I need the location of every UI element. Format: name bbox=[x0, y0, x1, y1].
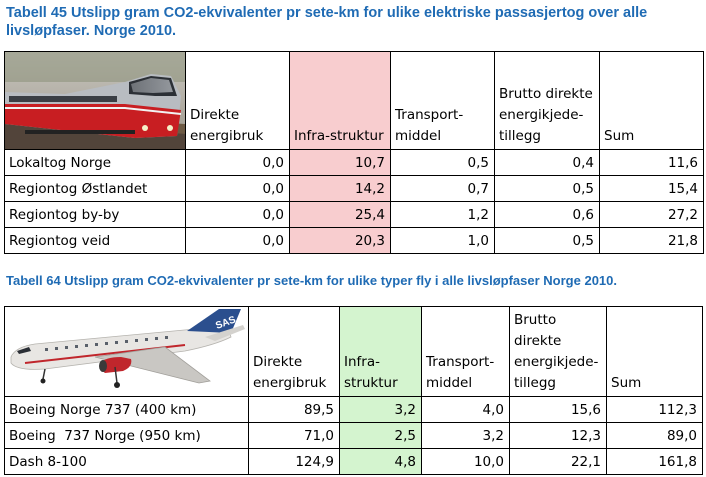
cell-energy-chain: 0,5 bbox=[494, 227, 600, 254]
cell-sum: 89,0 bbox=[606, 422, 703, 449]
cell-energy-chain: 15,6 bbox=[509, 396, 607, 423]
cell-energy-chain: 0,6 bbox=[494, 201, 600, 228]
table-row: Regiontog Østlandet 0,0 14,2 0,7 0,5 15,… bbox=[4, 175, 704, 202]
cell-vehicle: 0,5 bbox=[390, 149, 495, 176]
row-label: Boeing 737 Norge (950 km) bbox=[4, 422, 249, 449]
cell-sum: 27,2 bbox=[599, 201, 704, 228]
cell-direct-energy: 0,0 bbox=[185, 227, 290, 254]
cell-vehicle: 1,2 bbox=[390, 201, 495, 228]
cell-sum: 11,6 bbox=[599, 149, 704, 176]
cell-vehicle: 4,0 bbox=[421, 396, 510, 423]
train-emissions-table: Direkte energibruk Infra-struktur Transp… bbox=[4, 51, 704, 254]
cell-vehicle: 0,7 bbox=[390, 175, 495, 202]
column-header-sum: Sum bbox=[599, 51, 704, 150]
column-header-vehicle: Transport-middel bbox=[390, 51, 495, 150]
cell-direct-energy: 89,5 bbox=[248, 396, 340, 423]
column-header-direct-energy: Direkte energibruk bbox=[248, 306, 340, 397]
table-64-caption: Tabell 64 Utslipp gram CO2-ekvivalenter … bbox=[6, 273, 617, 288]
row-label: Lokaltog Norge bbox=[4, 149, 186, 176]
cell-infrastructure: 20,3 bbox=[289, 227, 391, 254]
table-header-row: Direkte energibruk Infra-struktur Transp… bbox=[4, 51, 704, 150]
train-image-cell bbox=[4, 51, 186, 150]
column-header-energy-chain: Brutto direkte energikjede-tillegg bbox=[509, 306, 607, 397]
cell-energy-chain: 0,5 bbox=[494, 175, 600, 202]
column-header-sum: Sum bbox=[606, 306, 703, 397]
cell-direct-energy: 0,0 bbox=[185, 175, 290, 202]
cell-vehicle: 10,0 bbox=[421, 448, 510, 475]
column-header-direct-energy: Direkte energibruk bbox=[185, 51, 290, 150]
cell-infrastructure: 14,2 bbox=[289, 175, 391, 202]
flight-emissions-table: SAS Direkte energibruk Infra-struktur Tr… bbox=[4, 306, 703, 475]
table-row: Boeing 737 Norge (950 km) 71,0 2,5 3,2 1… bbox=[4, 422, 703, 449]
cell-infrastructure: 10,7 bbox=[289, 149, 391, 176]
cell-direct-energy: 0,0 bbox=[185, 149, 290, 176]
airplane-photo: SAS bbox=[5, 307, 248, 396]
cell-direct-energy: 71,0 bbox=[248, 422, 340, 449]
cell-energy-chain: 0,4 bbox=[494, 149, 600, 176]
table-row: Dash 8-100 124,9 4,8 10,0 22,1 161,8 bbox=[4, 448, 703, 475]
table-row: Regiontog veid 0,0 20,3 1,0 0,5 21,8 bbox=[4, 227, 704, 254]
table-header-row: SAS Direkte energibruk Infra-struktur Tr… bbox=[4, 306, 703, 397]
column-header-infrastructure: Infra-struktur bbox=[289, 51, 391, 150]
column-header-infrastructure: Infra-struktur bbox=[339, 306, 422, 397]
plane-image-cell: SAS bbox=[4, 306, 249, 397]
cell-direct-energy: 0,0 bbox=[185, 201, 290, 228]
cell-infrastructure: 4,8 bbox=[339, 448, 422, 475]
cell-infrastructure: 3,2 bbox=[339, 396, 422, 423]
cell-sum: 112,3 bbox=[606, 396, 703, 423]
row-label: Regiontog by-by bbox=[4, 201, 186, 228]
cell-direct-energy: 124,9 bbox=[248, 448, 340, 475]
table-45-caption: Tabell 45 Utslipp gram CO2-ekvivalenter … bbox=[6, 5, 648, 39]
cell-sum: 15,4 bbox=[599, 175, 704, 202]
row-label: Regiontog Østlandet bbox=[4, 175, 186, 202]
cell-sum: 21,8 bbox=[599, 227, 704, 254]
cell-vehicle: 1,0 bbox=[390, 227, 495, 254]
cell-energy-chain: 22,1 bbox=[509, 448, 607, 475]
cell-energy-chain: 12,3 bbox=[509, 422, 607, 449]
row-label: Regiontog veid bbox=[4, 227, 186, 254]
cell-infrastructure: 2,5 bbox=[339, 422, 422, 449]
cell-sum: 161,8 bbox=[606, 448, 703, 475]
column-header-energy-chain: Brutto direkte energikjede-tillegg bbox=[494, 51, 600, 150]
table-row: Boeing Norge 737 (400 km) 89,5 3,2 4,0 1… bbox=[4, 396, 703, 423]
column-header-vehicle: Transport-middel bbox=[421, 306, 510, 397]
cell-infrastructure: 25,4 bbox=[289, 201, 391, 228]
row-label: Boeing Norge 737 (400 km) bbox=[4, 396, 249, 423]
train-photo bbox=[5, 52, 185, 149]
cell-vehicle: 3,2 bbox=[421, 422, 510, 449]
row-label: Dash 8-100 bbox=[4, 448, 249, 475]
table-row: Lokaltog Norge 0,0 10,7 0,5 0,4 11,6 bbox=[4, 149, 704, 176]
table-row: Regiontog by-by 0,0 25,4 1,2 0,6 27,2 bbox=[4, 201, 704, 228]
